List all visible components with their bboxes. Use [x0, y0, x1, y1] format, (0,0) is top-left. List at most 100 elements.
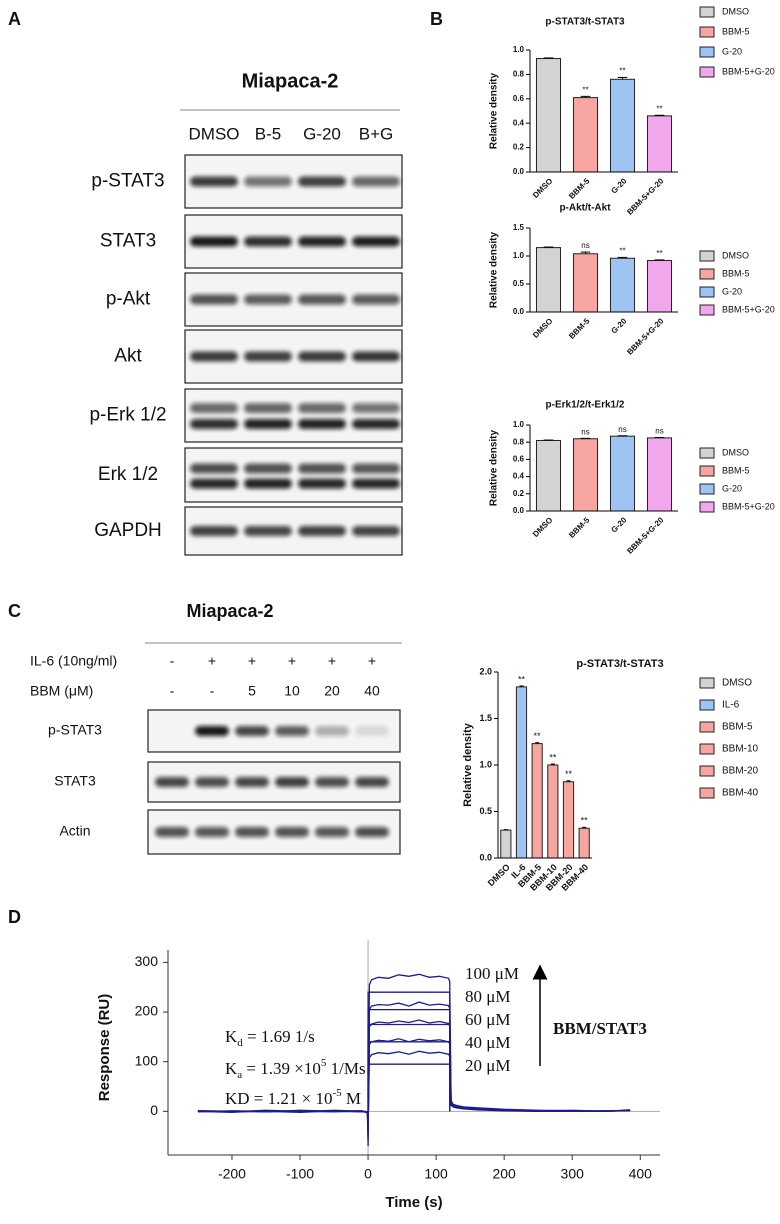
- bar: [609, 435, 636, 512]
- blot-band: [244, 351, 292, 362]
- bar: [646, 115, 673, 173]
- blot-band: [298, 351, 346, 362]
- treatment-label: IL-6 (10ng/ml): [30, 653, 117, 669]
- legend-label: BBM-5+G-20: [722, 66, 775, 76]
- legend-label: BBM-5: [722, 722, 753, 733]
- treatment-value: +: [288, 653, 296, 669]
- blot-band: [298, 418, 346, 429]
- annotation: Kd = 1.69 1/s: [225, 1027, 315, 1049]
- blot-band: [155, 777, 189, 787]
- y-tick-label: 0.0: [513, 307, 525, 316]
- y-tick-label: 0.8: [513, 437, 525, 446]
- legend-swatch: [699, 721, 715, 733]
- blot-band: [275, 827, 309, 837]
- panel-letter: C: [8, 601, 21, 621]
- annotation-part: = 1.39 ×10: [242, 1059, 321, 1078]
- blot-band: [190, 526, 238, 536]
- blot-band: [195, 777, 229, 787]
- y-tick-label: 0.4: [513, 118, 525, 127]
- blot-band: [190, 176, 238, 187]
- bar: [515, 686, 528, 859]
- row-label: p-Erk 1/2: [89, 405, 166, 426]
- legend-label: BBM-5: [722, 268, 750, 278]
- row-label: p-Akt: [106, 289, 151, 310]
- legend-swatch: [699, 250, 715, 262]
- annotation-part: 5: [321, 1057, 327, 1069]
- treatment-value: +: [248, 653, 256, 669]
- annotation: KD = 1.21 × 10-5 M: [225, 1087, 361, 1108]
- legend-label: BBM-5+G-20: [722, 501, 775, 511]
- legend-label: BBM-5: [722, 465, 750, 475]
- blot-band: [298, 463, 346, 474]
- y-tick-label: 0.2: [513, 143, 525, 152]
- treatment-value: -: [170, 653, 175, 669]
- treatment-label: BBM (μM): [30, 683, 93, 699]
- y-tick-label: 0: [150, 1102, 158, 1118]
- y-tick-label: 1.5: [479, 713, 492, 723]
- legend-swatch: [699, 66, 715, 78]
- blot-band: [235, 827, 269, 837]
- significance: **: [549, 752, 557, 762]
- bar: [562, 781, 575, 859]
- significance: **: [581, 816, 589, 826]
- blot-band: [315, 726, 349, 736]
- chart-title: p-STAT3/t-STAT3: [576, 658, 663, 670]
- legend-label: BBM-5: [722, 26, 750, 36]
- y-tick-label: 1.0: [479, 759, 492, 769]
- treatment-value: 40: [364, 683, 380, 699]
- blot-band: [244, 176, 292, 187]
- bar: [609, 78, 636, 173]
- legend-swatch: [699, 6, 715, 18]
- legend-swatch: [699, 465, 715, 477]
- x-tick-label: 100: [424, 1166, 448, 1182]
- annotation-part: d: [237, 1037, 243, 1049]
- chart-title: p-Erk1/2/t-Erk1/2: [546, 400, 625, 411]
- blot-frame: [184, 447, 403, 503]
- blot-band: [352, 294, 400, 305]
- blot-band: [352, 351, 400, 362]
- blot-band: [190, 351, 238, 362]
- y-tick-label: 0.5: [513, 279, 525, 288]
- legend-swatch: [699, 304, 715, 316]
- blot-band: [315, 827, 349, 837]
- bar: [535, 247, 562, 313]
- y-tick-label: 0.5: [479, 806, 492, 816]
- legend-swatch: [699, 677, 715, 689]
- treatment-value: 10: [284, 683, 300, 699]
- significance: **: [518, 674, 526, 684]
- fit-curve: [367, 1063, 451, 1112]
- blot-band: [244, 463, 292, 474]
- legend-label: BBM-20: [722, 766, 759, 777]
- fit-curve: [367, 1023, 451, 1112]
- panel-letter: B: [430, 9, 443, 29]
- y-tick-label: 0.6: [513, 94, 525, 103]
- treatment-value: -: [210, 683, 215, 699]
- y-tick-label: 300: [135, 953, 159, 969]
- blot-band: [298, 403, 346, 414]
- bar: [646, 259, 673, 313]
- bar: [578, 827, 590, 859]
- sensorgram: [197, 1050, 631, 1124]
- y-tick-label: 0.6: [513, 455, 525, 464]
- legend-label: DMSO: [722, 6, 749, 16]
- y-tick-label: 100: [135, 1052, 159, 1068]
- row-label: STAT3: [100, 231, 156, 252]
- y-tick-label: 2.0: [479, 666, 492, 676]
- bar: [609, 257, 636, 313]
- y-tick-label: 0.4: [513, 472, 525, 481]
- row-label: Akt: [114, 346, 142, 367]
- legend-label: IL-6: [722, 700, 740, 711]
- blot-band: [195, 827, 229, 837]
- y-axis-label: Relative density: [462, 722, 474, 807]
- blot-band: [190, 236, 238, 247]
- annotation-part: K: [225, 1027, 238, 1046]
- legend-label: DMSO: [722, 250, 749, 260]
- lane-label: G-20: [303, 124, 341, 143]
- annotation-part: KD = 1.21 × 10: [225, 1089, 332, 1108]
- panel-letter: D: [8, 907, 21, 927]
- legend-label: BBM-5+G-20: [722, 304, 775, 314]
- legend-swatch: [699, 46, 715, 58]
- y-tick-label: 0.2: [513, 489, 525, 498]
- blot-band: [352, 463, 400, 474]
